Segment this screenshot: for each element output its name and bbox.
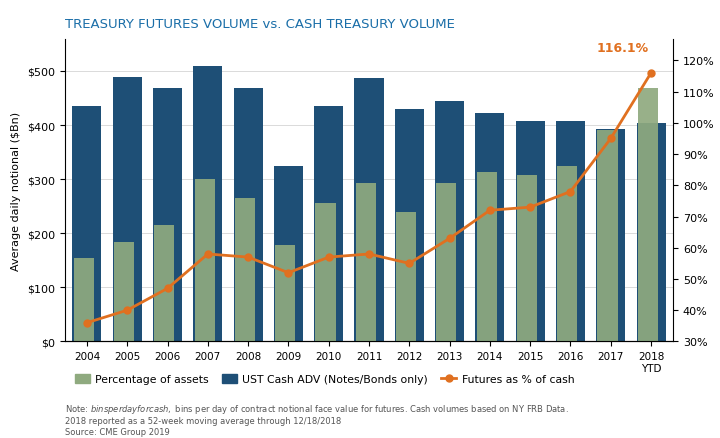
- Text: TREASURY FUTURES VOLUME vs. CASH TREASURY VOLUME: TREASURY FUTURES VOLUME vs. CASH TREASUR…: [65, 18, 454, 31]
- Bar: [477, 173, 497, 342]
- Y-axis label: Average daily notional ($Bn): Average daily notional ($Bn): [12, 111, 22, 270]
- Bar: [598, 131, 618, 342]
- Bar: [638, 89, 658, 342]
- Bar: [233, 89, 263, 342]
- Bar: [596, 130, 625, 342]
- Bar: [557, 166, 577, 342]
- Bar: [314, 107, 343, 342]
- Bar: [274, 166, 303, 342]
- Bar: [114, 243, 134, 342]
- Bar: [636, 124, 665, 342]
- Text: 116.1%: 116.1%: [597, 42, 649, 55]
- Bar: [73, 107, 102, 342]
- Bar: [275, 246, 295, 342]
- Bar: [516, 121, 544, 342]
- Bar: [194, 180, 215, 342]
- Bar: [194, 67, 222, 342]
- Bar: [475, 114, 505, 342]
- Bar: [396, 212, 416, 342]
- Bar: [556, 121, 585, 342]
- Bar: [154, 226, 174, 342]
- Bar: [436, 184, 456, 342]
- Bar: [113, 78, 142, 342]
- Legend: Percentage of assets, UST Cash ADV (Notes/Bonds only), Futures as % of cash: Percentage of assets, UST Cash ADV (Note…: [71, 370, 579, 389]
- Bar: [235, 198, 255, 342]
- Bar: [354, 79, 384, 342]
- Bar: [315, 204, 336, 342]
- Bar: [517, 176, 537, 342]
- Text: Note: $ bins per day for cash, $ bins per day of contract notional face value fo: Note: $ bins per day for cash, $ bins pe…: [65, 402, 569, 436]
- Bar: [356, 184, 376, 342]
- Bar: [73, 258, 94, 342]
- Bar: [395, 110, 424, 342]
- Bar: [153, 89, 182, 342]
- Bar: [435, 102, 464, 342]
